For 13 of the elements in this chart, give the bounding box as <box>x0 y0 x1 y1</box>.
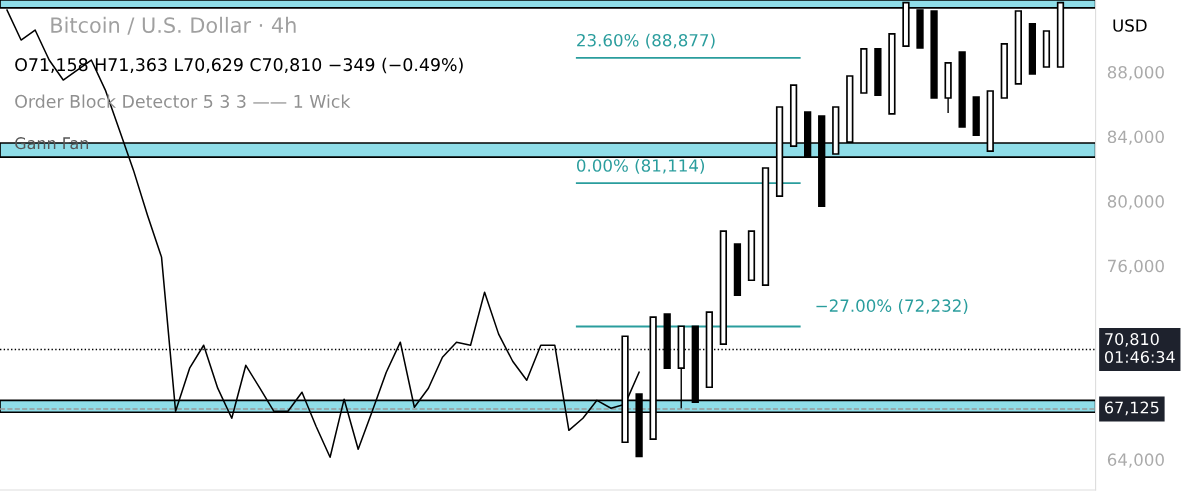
y-tick-label: 64,000 <box>1107 453 1164 468</box>
text: Bitcoin / U.S. Dollar · 4h <box>51 16 296 35</box>
ref-line-label: 0.00% (81,114) <box>576 158 705 174</box>
y-tick-label: 80,000 <box>1107 195 1164 210</box>
annotation: Gann Fan <box>15 137 89 150</box>
ref-line-label: 70,810 01:46:34 <box>1104 333 1175 364</box>
y-tick-label: 84,000 <box>1107 130 1164 145</box>
ref-line-label: −27.00% (72,232) <box>816 299 968 314</box>
ref-line-label: 23.60% (88,877) <box>577 33 715 49</box>
ref-line-label: 67,125 <box>1105 401 1159 416</box>
text: USD <box>1113 19 1147 32</box>
y-tick-label: 88,000 <box>1107 65 1164 81</box>
y-tick-label: 76,000 <box>1108 259 1164 274</box>
